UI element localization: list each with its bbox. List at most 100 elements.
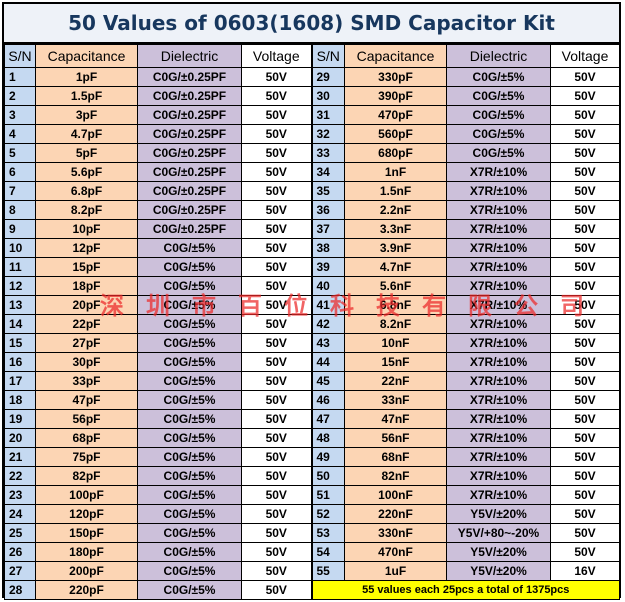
row-voltage: 50V bbox=[550, 257, 620, 277]
row-voltage: 50V bbox=[241, 390, 312, 410]
row-voltage: 50V bbox=[241, 200, 312, 220]
row-sn: 22 bbox=[4, 466, 36, 486]
row-sn: 38 bbox=[310, 238, 345, 258]
row-dielectric: C0G/±0.25PF bbox=[137, 200, 242, 220]
row-capacitance: 3.9nF bbox=[344, 238, 447, 258]
row-sn: 11 bbox=[4, 257, 36, 277]
row-voltage: 50V bbox=[550, 485, 620, 505]
row-capacitance: 1pF bbox=[35, 67, 138, 87]
row-dielectric: X7R/±10% bbox=[446, 314, 551, 334]
row-voltage: 50V bbox=[550, 447, 620, 467]
row-dielectric: C0G/±5% bbox=[137, 371, 242, 391]
row-capacitance: 22pF bbox=[35, 314, 138, 334]
row-sn: 24 bbox=[4, 504, 36, 524]
row-capacitance: 4.7pF bbox=[35, 124, 138, 144]
row-voltage: 50V bbox=[550, 143, 620, 163]
table-row: 10 12pF C0G/±5% 50V 38 3.9nF X7R/±10% 50V bbox=[4, 238, 620, 258]
row-sn: 32 bbox=[310, 124, 345, 144]
row-capacitance: 100pF bbox=[35, 485, 138, 505]
table-row: 18 47pF C0G/±5% 50V 46 33nF X7R/±10% 50V bbox=[4, 390, 620, 410]
row-voltage: 50V bbox=[241, 295, 312, 315]
row-sn: 21 bbox=[4, 447, 36, 467]
row-voltage: 50V bbox=[241, 371, 312, 391]
row-voltage: 50V bbox=[550, 181, 620, 201]
row-dielectric: C0G/±5% bbox=[137, 428, 242, 448]
row-capacitance: 18pF bbox=[35, 276, 138, 296]
row-dielectric: X7R/±10% bbox=[446, 238, 551, 258]
row-voltage: 50V bbox=[550, 523, 620, 543]
row-voltage: 50V bbox=[550, 276, 620, 296]
header-sn: S/N bbox=[4, 44, 36, 68]
row-capacitance: 75pF bbox=[35, 447, 138, 467]
header-voltage: Voltage bbox=[241, 44, 312, 68]
row-sn: 49 bbox=[310, 447, 345, 467]
row-dielectric: C0G/±5% bbox=[446, 86, 551, 106]
row-dielectric: Y5V/±20% bbox=[446, 504, 551, 524]
table-row: 8 8.2pF C0G/±0.25PF 50V 36 2.2nF X7R/±10% 50V bbox=[4, 200, 620, 220]
header-sn: S/N bbox=[310, 44, 345, 68]
table-row: 27 200pF C0G/±5% 50V 55 1uF Y5V/±20% 16V bbox=[4, 561, 620, 581]
row-voltage: 50V bbox=[550, 67, 620, 87]
row-capacitance: 8.2pF bbox=[35, 200, 138, 220]
row-sn: 27 bbox=[4, 561, 36, 581]
row-sn: 33 bbox=[310, 143, 345, 163]
row-sn: 14 bbox=[4, 314, 36, 334]
row-voltage: 50V bbox=[241, 143, 312, 163]
row-dielectric: C0G/±5% bbox=[137, 238, 242, 258]
row-voltage: 50V bbox=[241, 580, 312, 600]
row-capacitance: 1.5nF bbox=[344, 181, 447, 201]
table-row: 22 82pF C0G/±5% 50V 50 82nF X7R/±10% 50V bbox=[4, 466, 620, 486]
row-voltage: 50V bbox=[550, 542, 620, 562]
row-voltage: 50V bbox=[241, 181, 312, 201]
table-row: 12 18pF C0G/±5% 50V 40 5.6nF X7R/±10% 50V bbox=[4, 276, 620, 296]
table-row: 2 1.5pF C0G/±0.25PF 50V 30 390pF C0G/±5% 50V bbox=[4, 86, 620, 106]
row-capacitance: 33nF bbox=[344, 390, 447, 410]
row-capacitance: 1uF bbox=[344, 561, 447, 581]
row-sn: 17 bbox=[4, 371, 36, 391]
row-dielectric: C0G/±5% bbox=[137, 561, 242, 581]
row-voltage: 50V bbox=[241, 162, 312, 182]
row-dielectric: Y5V/±20% bbox=[446, 561, 551, 581]
row-capacitance: 220pF bbox=[35, 580, 138, 600]
row-capacitance: 150pF bbox=[35, 523, 138, 543]
row-sn: 50 bbox=[310, 466, 345, 486]
row-capacitance: 30pF bbox=[35, 352, 138, 372]
row-capacitance: 560pF bbox=[344, 124, 447, 144]
row-sn: 48 bbox=[310, 428, 345, 448]
row-voltage: 50V bbox=[550, 295, 620, 315]
row-dielectric: C0G/±5% bbox=[137, 314, 242, 334]
row-dielectric: C0G/±0.25PF bbox=[137, 105, 242, 125]
table-body: 1 1pF C0G/±0.25PF 50V 29 330pF C0G/±5% 50V 2 1.5p… bbox=[4, 67, 620, 600]
row-sn: 15 bbox=[4, 333, 36, 353]
row-capacitance: 1.5pF bbox=[35, 86, 138, 106]
row-voltage: 50V bbox=[241, 276, 312, 296]
row-dielectric: X7R/±10% bbox=[446, 200, 551, 220]
row-sn: 8 bbox=[4, 200, 36, 220]
row-dielectric: C0G/±5% bbox=[137, 542, 242, 562]
row-voltage: 50V bbox=[241, 314, 312, 334]
row-voltage: 50V bbox=[550, 219, 620, 239]
row-dielectric: C0G/±0.25PF bbox=[137, 162, 242, 182]
header-dielectric: Dielectric bbox=[137, 44, 242, 68]
row-capacitance: 3pF bbox=[35, 105, 138, 125]
table-row: 7 6.8pF C0G/±0.25PF 50V 35 1.5nF X7R/±10% 50V bbox=[4, 181, 620, 201]
row-sn: 7 bbox=[4, 181, 36, 201]
table-row: 20 68pF C0G/±5% 50V 48 56nF X7R/±10% 50V bbox=[4, 428, 620, 448]
row-capacitance: 56pF bbox=[35, 409, 138, 429]
row-sn: 53 bbox=[310, 523, 345, 543]
row-capacitance: 47pF bbox=[35, 390, 138, 410]
table-row: 24 120pF C0G/±5% 50V 52 220nF Y5V/±20% 50V bbox=[4, 504, 620, 524]
row-sn: 29 bbox=[310, 67, 345, 87]
table-row: 28 220pF C0G/±5% 50V 55 values each 25pcs a … bbox=[4, 580, 620, 600]
row-dielectric: C0G/±5% bbox=[446, 143, 551, 163]
row-capacitance: 4.7nF bbox=[344, 257, 447, 277]
row-capacitance: 22nF bbox=[344, 371, 447, 391]
row-capacitance: 68nF bbox=[344, 447, 447, 467]
row-capacitance: 470nF bbox=[344, 542, 447, 562]
row-voltage: 50V bbox=[241, 352, 312, 372]
row-capacitance: 15pF bbox=[35, 257, 138, 277]
table-row: 17 33pF C0G/±5% 50V 45 22nF X7R/±10% 50V bbox=[4, 371, 620, 391]
row-voltage: 50V bbox=[550, 124, 620, 144]
page-title: 50 Values of 0603(1608) SMD Capacitor Ki… bbox=[4, 4, 619, 44]
table-row: 23 100pF C0G/±5% 50V 51 100nF X7R/±10% 50V bbox=[4, 485, 620, 505]
